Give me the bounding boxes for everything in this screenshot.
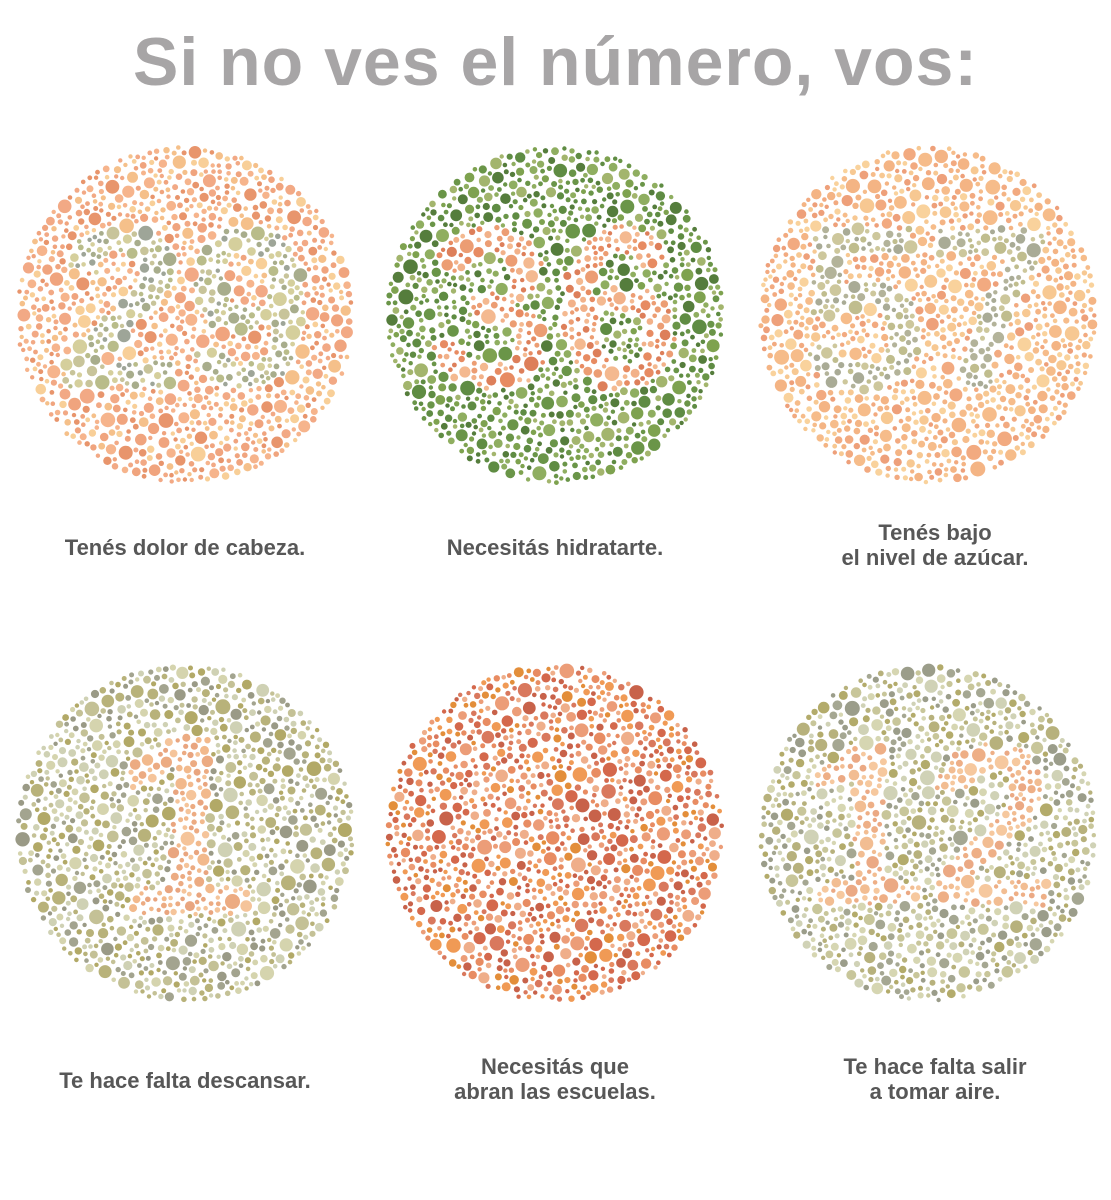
plate-caption-6: Te hace falta salir a tomar aire. bbox=[755, 1054, 1111, 1104]
caption-line: Necesitás hidratarte. bbox=[446, 535, 664, 560]
color-plate-2 bbox=[380, 140, 730, 490]
caption-line: Necesitás que bbox=[481, 1054, 629, 1079]
caption-line: Tenés dolor de cabeza. bbox=[64, 535, 306, 560]
color-blindness-test-plate-icon bbox=[17, 145, 354, 484]
caption-line: a tomar aire. bbox=[869, 1079, 1001, 1104]
caption-line: Tenés bajo bbox=[878, 520, 992, 545]
caption-line: el nivel de azúcar. bbox=[841, 545, 1029, 570]
caption-line: abran las escuelas. bbox=[454, 1079, 656, 1104]
color-blindness-test-plate-icon bbox=[15, 664, 355, 1003]
color-plate-1 bbox=[10, 140, 360, 490]
plate-caption-2: Necesitás hidratarte. bbox=[375, 535, 735, 560]
caption-line: Te hace falta descansar. bbox=[59, 1068, 311, 1093]
plate-caption-4: Te hace falta descansar. bbox=[5, 1068, 365, 1093]
color-plate-3 bbox=[753, 140, 1103, 490]
page-title: Si no ves el número, vos: bbox=[132, 24, 979, 100]
color-blindness-test-plate-icon bbox=[385, 663, 724, 1002]
color-plate-6 bbox=[753, 658, 1103, 1008]
plate-caption-1: Tenés dolor de cabeza. bbox=[5, 535, 365, 560]
plate-caption-5: Necesitás que abran las escuelas. bbox=[375, 1054, 735, 1104]
color-blindness-test-plate-icon bbox=[758, 663, 1097, 1003]
caption-line: Te hace falta salir bbox=[843, 1054, 1027, 1079]
color-plate-5 bbox=[380, 658, 730, 1008]
color-plate-4 bbox=[10, 658, 360, 1008]
color-blindness-test-plate-icon bbox=[386, 146, 724, 485]
color-blindness-test-plate-icon bbox=[758, 145, 1098, 485]
plate-caption-3: Tenés bajo el nivel de azúcar. bbox=[755, 520, 1111, 570]
